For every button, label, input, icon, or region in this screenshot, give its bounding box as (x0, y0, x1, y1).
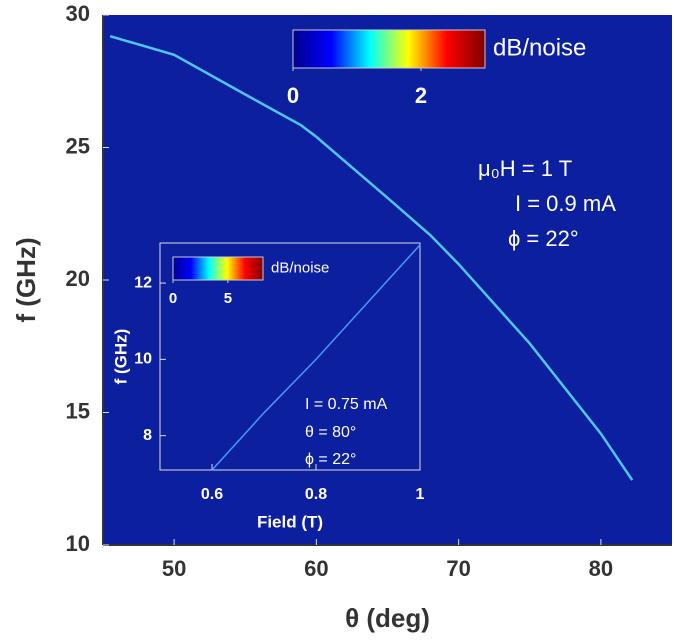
y-tick-label: 30 (66, 1, 90, 26)
y-tick-label: 12 (134, 274, 152, 291)
x-tick-label: 50 (162, 556, 186, 581)
colorbar-tick-label: 0 (287, 83, 299, 108)
x-tick-label: 60 (304, 556, 328, 581)
y-tick-label: 20 (66, 266, 90, 291)
annotation: μ₀H = 1 T (478, 156, 572, 181)
y-axis-label: f (GHz) (11, 237, 41, 322)
y-tick-label: 8 (143, 427, 152, 444)
annotation: ϕ = 22° (508, 226, 579, 251)
data-line (109, 34, 634, 481)
y-axis-label: f (GHz) (111, 329, 130, 385)
y-tick-label: 10 (134, 351, 152, 368)
colorbar (172, 256, 264, 281)
annotation: I = 0.75 mA (305, 396, 388, 413)
annotation: θ = 80° (305, 424, 356, 441)
colorbar-tick-label: 2 (415, 83, 427, 108)
x-tick-label: 0.8 (305, 486, 327, 503)
x-tick-label: 70 (446, 556, 470, 581)
data-line (211, 244, 421, 471)
colorbar (292, 29, 486, 69)
colorbar-label: dB/noise (271, 259, 329, 276)
x-axis-label: θ (deg) (345, 603, 430, 633)
x-axis-label: Field (T) (257, 512, 323, 531)
colorbar-label: dB/noise (493, 34, 586, 61)
colorbar-tick-label: 0 (169, 290, 177, 307)
x-tick-label: 0.6 (201, 486, 223, 503)
annotation: ϕ = 22° (305, 451, 356, 468)
colorbar-tick-label: 5 (224, 290, 232, 307)
annotation: I = 0.9 mA (515, 191, 616, 216)
plot-background (159, 242, 421, 471)
y-tick-label: 15 (66, 398, 90, 423)
y-tick-label: 25 (66, 133, 90, 158)
y-tick-label: 10 (66, 531, 90, 556)
x-tick-label: 1 (416, 486, 425, 503)
x-tick-label: 80 (589, 556, 613, 581)
